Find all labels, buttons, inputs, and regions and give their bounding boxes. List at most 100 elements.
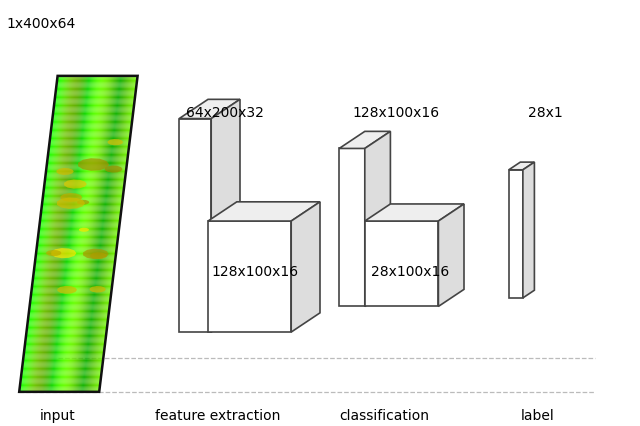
- Polygon shape: [85, 77, 125, 392]
- Polygon shape: [365, 132, 390, 307]
- Polygon shape: [54, 77, 93, 392]
- Polygon shape: [66, 77, 106, 392]
- Polygon shape: [67, 77, 107, 392]
- Polygon shape: [19, 77, 59, 392]
- Polygon shape: [79, 228, 89, 232]
- Polygon shape: [34, 77, 74, 392]
- Polygon shape: [41, 77, 81, 392]
- Polygon shape: [57, 77, 97, 392]
- Polygon shape: [88, 77, 127, 392]
- Polygon shape: [89, 77, 129, 392]
- Polygon shape: [74, 77, 114, 392]
- Polygon shape: [23, 77, 63, 392]
- Polygon shape: [52, 77, 92, 392]
- Polygon shape: [28, 77, 68, 392]
- Text: 28x1: 28x1: [528, 105, 563, 119]
- Polygon shape: [51, 77, 91, 392]
- Polygon shape: [96, 77, 136, 392]
- Polygon shape: [60, 77, 100, 392]
- Polygon shape: [211, 100, 240, 332]
- Polygon shape: [76, 77, 115, 392]
- Polygon shape: [68, 77, 108, 392]
- Polygon shape: [83, 249, 109, 259]
- Polygon shape: [95, 77, 134, 392]
- Polygon shape: [82, 77, 122, 392]
- Polygon shape: [179, 119, 211, 332]
- Polygon shape: [179, 100, 240, 119]
- Polygon shape: [48, 77, 88, 392]
- Polygon shape: [46, 250, 61, 256]
- Polygon shape: [58, 77, 97, 392]
- Polygon shape: [64, 77, 104, 392]
- Polygon shape: [86, 77, 125, 392]
- Polygon shape: [42, 77, 82, 392]
- Polygon shape: [26, 77, 65, 392]
- Text: 128x100x16: 128x100x16: [352, 105, 439, 119]
- Polygon shape: [90, 253, 107, 259]
- Polygon shape: [81, 77, 120, 392]
- Polygon shape: [438, 204, 464, 307]
- Polygon shape: [73, 77, 113, 392]
- Polygon shape: [46, 77, 86, 392]
- Polygon shape: [22, 77, 61, 392]
- Polygon shape: [92, 77, 131, 392]
- Polygon shape: [33, 77, 72, 392]
- Polygon shape: [291, 202, 320, 332]
- Polygon shape: [25, 77, 65, 392]
- Polygon shape: [92, 77, 132, 392]
- Polygon shape: [44, 77, 83, 392]
- Polygon shape: [30, 77, 70, 392]
- Polygon shape: [50, 77, 90, 392]
- Polygon shape: [523, 163, 534, 298]
- Polygon shape: [76, 77, 116, 392]
- Text: classification: classification: [339, 408, 429, 422]
- Polygon shape: [37, 77, 77, 392]
- Text: label: label: [521, 408, 554, 422]
- Polygon shape: [365, 204, 464, 222]
- Polygon shape: [31, 77, 70, 392]
- Polygon shape: [21, 77, 61, 392]
- Polygon shape: [60, 77, 99, 392]
- Polygon shape: [56, 77, 95, 392]
- Polygon shape: [80, 77, 120, 392]
- Polygon shape: [69, 77, 109, 392]
- Polygon shape: [24, 77, 63, 392]
- Polygon shape: [108, 140, 123, 146]
- Polygon shape: [27, 77, 67, 392]
- Polygon shape: [93, 77, 132, 392]
- Polygon shape: [90, 286, 106, 293]
- Polygon shape: [71, 77, 111, 392]
- Polygon shape: [44, 77, 84, 392]
- Polygon shape: [36, 77, 76, 392]
- Polygon shape: [56, 169, 74, 176]
- Polygon shape: [208, 222, 291, 332]
- Polygon shape: [70, 77, 109, 392]
- Polygon shape: [84, 77, 124, 392]
- Polygon shape: [105, 166, 122, 173]
- Text: 128x100x16: 128x100x16: [211, 264, 298, 278]
- Polygon shape: [72, 77, 111, 392]
- Polygon shape: [339, 149, 365, 307]
- Polygon shape: [65, 77, 104, 392]
- Text: feature extraction: feature extraction: [155, 408, 280, 422]
- Text: input: input: [40, 408, 76, 422]
- Polygon shape: [98, 77, 138, 392]
- Polygon shape: [61, 77, 100, 392]
- Polygon shape: [77, 77, 116, 392]
- Polygon shape: [58, 286, 77, 294]
- Polygon shape: [208, 202, 320, 222]
- Polygon shape: [53, 77, 93, 392]
- Polygon shape: [32, 77, 72, 392]
- Polygon shape: [57, 198, 85, 210]
- Polygon shape: [90, 77, 130, 392]
- Polygon shape: [38, 77, 77, 392]
- Polygon shape: [94, 77, 134, 392]
- Polygon shape: [47, 77, 86, 392]
- Polygon shape: [365, 222, 438, 307]
- Text: 1x400x64: 1x400x64: [6, 17, 76, 31]
- Polygon shape: [39, 77, 79, 392]
- Polygon shape: [509, 163, 534, 170]
- Polygon shape: [97, 77, 136, 392]
- Text: 64x200x32: 64x200x32: [186, 105, 264, 119]
- Polygon shape: [87, 77, 127, 392]
